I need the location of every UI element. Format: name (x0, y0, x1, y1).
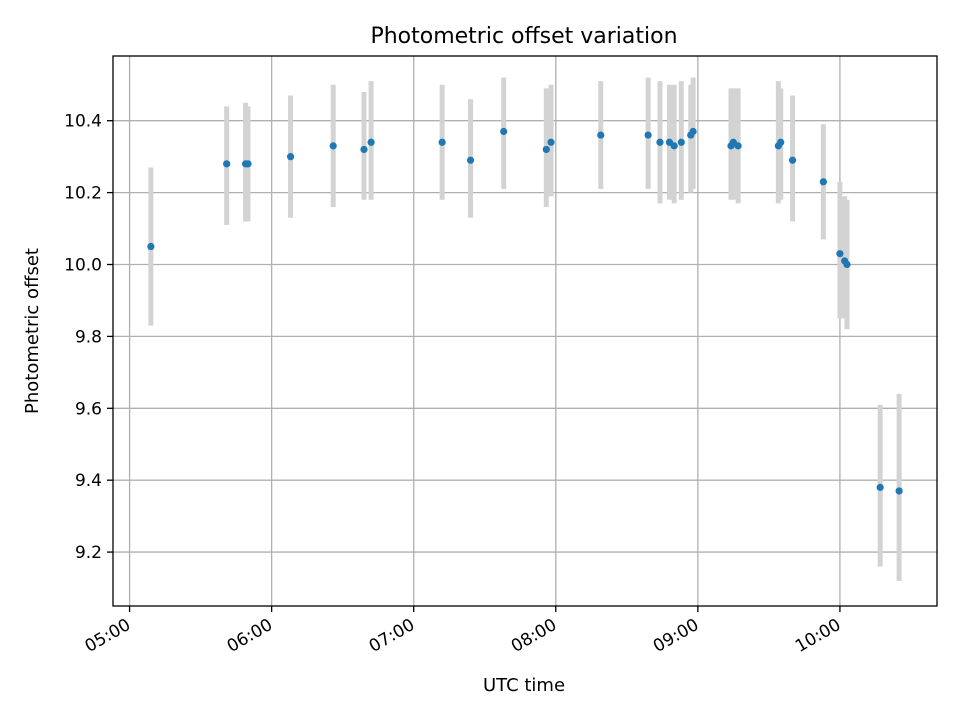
data-point (836, 250, 844, 258)
data-point (656, 138, 664, 146)
y-tick-label: 10.4 (64, 112, 102, 132)
data-point (895, 487, 903, 495)
y-tick-label: 9.6 (75, 399, 102, 419)
data-point (147, 242, 155, 251)
data-point (244, 160, 252, 168)
data-point (777, 138, 785, 146)
data-point (367, 138, 375, 146)
y-tick-label: 9.8 (75, 327, 102, 347)
chart-title: Photometric offset variation (370, 24, 677, 49)
x-tick-label: 10:00 (792, 615, 844, 657)
x-tick-label: 07:00 (366, 615, 418, 657)
data-point (788, 156, 797, 164)
data-point (329, 142, 337, 150)
data-point (286, 153, 295, 161)
y-axis-label: Photometric offset (22, 248, 43, 414)
data-point (734, 142, 742, 150)
data-point (547, 138, 555, 146)
data-point (819, 178, 827, 186)
data-point (677, 138, 685, 146)
data-point (542, 145, 550, 154)
data-point (360, 145, 368, 154)
grid-lines (113, 56, 937, 606)
data-point (689, 127, 697, 136)
x-tick-label: 08:00 (508, 615, 560, 657)
y-tick-label: 9.2 (75, 543, 102, 563)
x-tick-label: 06:00 (224, 615, 276, 657)
data-point (843, 260, 851, 269)
x-tick-label: 09:00 (650, 615, 702, 657)
data-points (147, 127, 903, 495)
x-axis-label: UTC time (483, 675, 565, 696)
data-point (876, 483, 884, 491)
x-axis-ticks: 05:00 06:00 07:00 08:00 09:00 10:00 (82, 606, 844, 657)
data-point (500, 127, 508, 136)
plot-frame (112, 55, 938, 607)
x-tick-label: 05:00 (82, 615, 134, 657)
y-tick-label: 9.4 (75, 471, 102, 491)
data-point (597, 131, 605, 139)
error-bars (148, 77, 902, 581)
y-tick-label: 10.2 (64, 184, 102, 204)
data-point (644, 131, 652, 139)
y-tick-label: 10.0 (64, 255, 102, 275)
y-axis-ticks: 9.2 9.4 9.6 9.8 10.0 10.2 10.4 (64, 112, 113, 563)
data-point (438, 138, 446, 146)
data-point (466, 156, 475, 164)
data-point (223, 160, 231, 168)
data-point (670, 142, 678, 150)
